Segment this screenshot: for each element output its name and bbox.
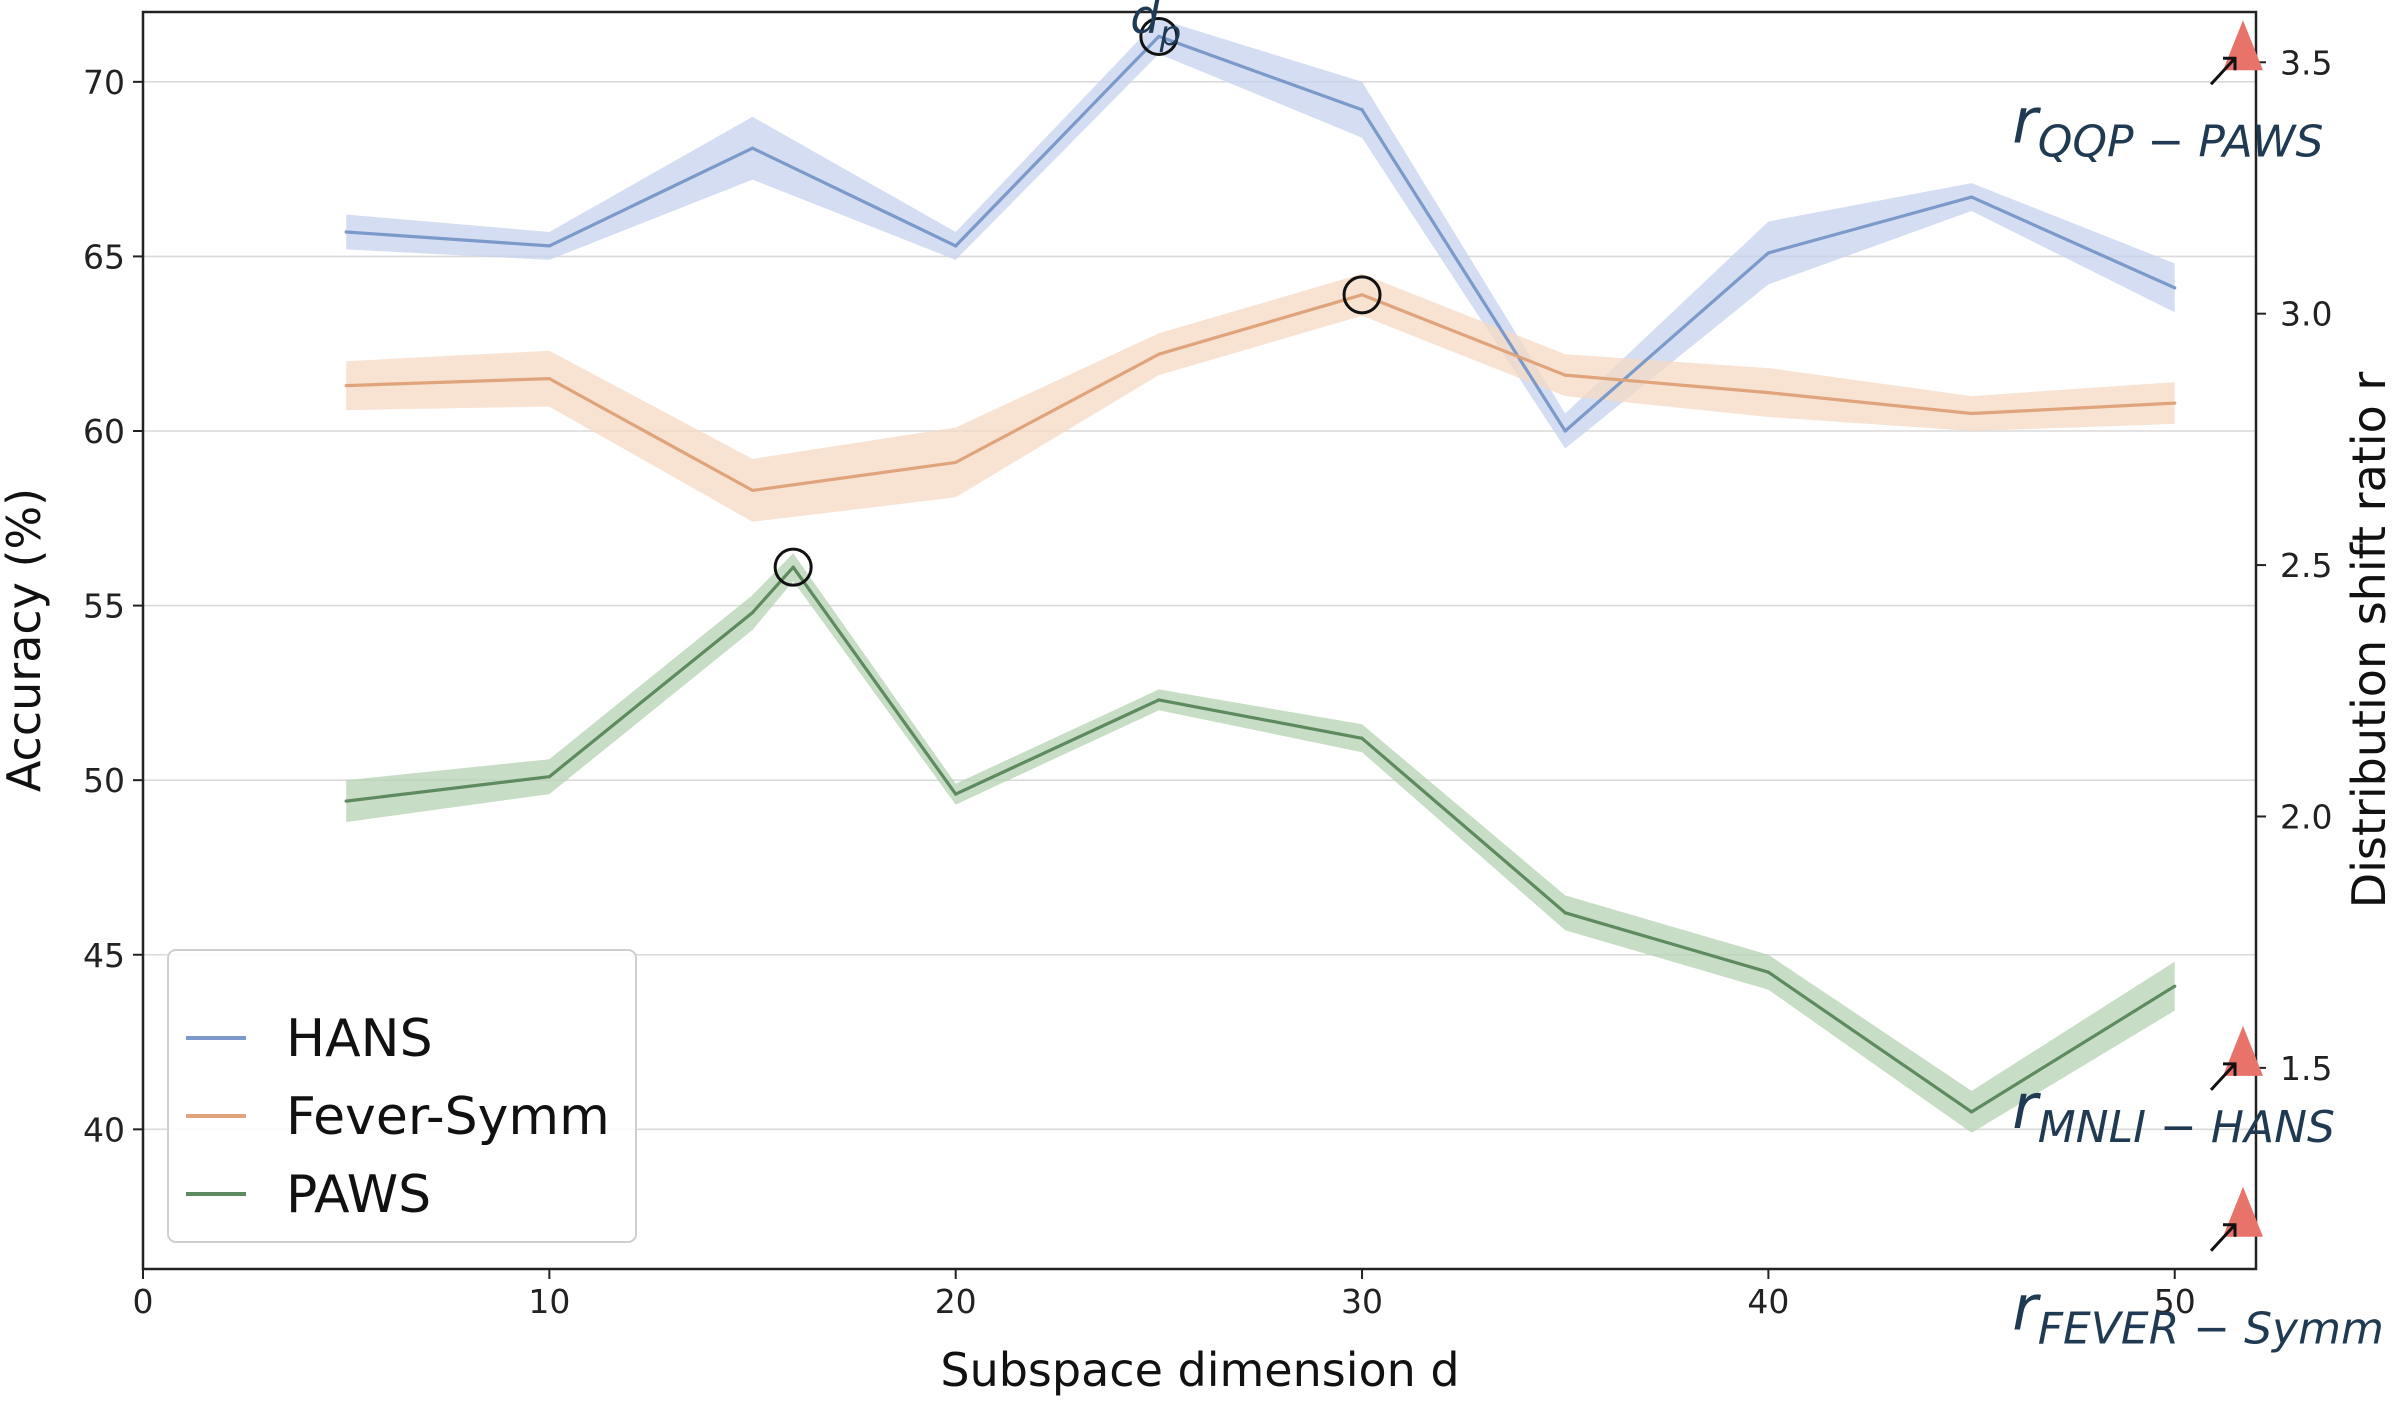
x-tick-label-40: 40 (1747, 1282, 1789, 1321)
point-paws-10 (547, 775, 551, 779)
point-fever-symm-45 (1969, 411, 1974, 416)
annotation-subscript-3: FEVER − Symm (2038, 1303, 2384, 1354)
annotation-main-2: r (2012, 1070, 2041, 1143)
point-fever-symm-25 (1157, 352, 1161, 356)
x-axis-title: Subspace dimension d (940, 1343, 1459, 1397)
y-tick-label-70: 70 (83, 63, 125, 102)
x-tick-label-30: 30 (1341, 1282, 1383, 1321)
circled-point-fever-symm (1342, 275, 1382, 315)
point-hans-45 (1969, 195, 1974, 199)
x-tick-label-20: 20 (935, 1282, 977, 1321)
ratio-markers (2209, 20, 2263, 1252)
legend-label-fever-symm: Fever-Symm (286, 1087, 610, 1147)
point-fever-symm-15 (750, 488, 755, 492)
y2-tick-label-3.5: 3.5 (2280, 43, 2332, 82)
point-paws-15 (750, 610, 755, 615)
y-tick-label-45: 45 (83, 936, 125, 975)
point-hans-10 (547, 244, 551, 248)
point-hans-5 (344, 230, 348, 234)
y-tick-label-60: 60 (83, 412, 125, 451)
point-paws-25 (1157, 698, 1161, 702)
y2-tick-label-2: 2.0 (2280, 797, 2332, 836)
x-axis-ticks: 0 10 20 30 40 50 (133, 1269, 2196, 1321)
point-paws-40 (1766, 970, 1770, 974)
point-hans-20 (954, 244, 958, 248)
point-paws-5 (344, 799, 348, 803)
band-hans (346, 19, 2175, 449)
annotation-subscript-1: QQP − PAWS (2038, 117, 2324, 168)
point-hans-50 (2173, 286, 2177, 290)
point-paws-30 (1360, 736, 1364, 740)
legend-box (167, 949, 637, 1243)
annotation-main-1: r (2012, 85, 2041, 158)
band-fever-symm (346, 273, 2175, 522)
y2-axis-ticks: 1.5 2.0 2.5 3.0 3.5 (2256, 43, 2332, 1088)
annotation-2: rMNLI − HANS (2012, 1070, 2335, 1153)
point-fever-symm-35 (1563, 373, 1567, 377)
y-tick-label-65: 65 (83, 237, 125, 276)
annotation-1: rQQP − PAWS (2012, 85, 2323, 168)
ratio-arrowhead-mnli-hans (2223, 1062, 2237, 1076)
annotation-main-3: r (2012, 1271, 2041, 1344)
confidence-bands (346, 19, 2175, 1133)
x-tick-label-50: 50 (2154, 1282, 2196, 1321)
plot-frame (141, 10, 2258, 1271)
point-paws-20 (954, 792, 958, 796)
legend: HANS Fever-Symm PAWS (167, 949, 637, 1243)
point-paws-45 (1969, 1110, 1974, 1114)
annotation-subscript-2: MNLI − HANS (2038, 1102, 2335, 1153)
point-paws-50 (2173, 984, 2177, 988)
y-tick-label-50: 50 (83, 761, 125, 800)
x-tick-label-0: 0 (133, 1282, 154, 1321)
point-fever-symm-40 (1766, 390, 1770, 395)
point-hans-30 (1360, 108, 1364, 112)
y2-tick-label-2.5: 2.5 (2280, 546, 2332, 585)
ratio-arrowhead-qqp-paws (2223, 56, 2237, 71)
y-tick-label-55: 55 (83, 587, 125, 626)
point-fever-symm-10 (547, 377, 551, 381)
annotation-main-0: d (1130, 0, 1160, 44)
point-paws-35 (1563, 911, 1567, 915)
ratio-arrowhead-fever-symm (2223, 1223, 2237, 1237)
point-paws-16 (791, 565, 795, 569)
y-axis-title: Accuracy (%) (0, 488, 51, 792)
y2-tick-label-1.5: 1.5 (2280, 1049, 2332, 1088)
y-axis-ticks: 40 45 50 55 60 65 70 (83, 63, 143, 1149)
circled-points (773, 16, 1382, 587)
point-fever-symm-20 (954, 460, 958, 465)
point-hans-40 (1766, 251, 1770, 255)
point-hans-15 (750, 146, 755, 150)
ratio-arrow-qqp-paws (2209, 57, 2237, 86)
legend-label-paws: PAWS (286, 1165, 431, 1225)
series-lines (344, 34, 2177, 1114)
point-hans-35 (1563, 429, 1567, 433)
annotation-3: rFEVER − Symm (2012, 1271, 2384, 1354)
y2-tick-label-3: 3.0 (2280, 295, 2332, 334)
ratio-arrow-mnli-hans (2209, 1062, 2237, 1091)
point-fever-symm-30 (1360, 293, 1364, 297)
point-fever-symm-50 (2173, 401, 2177, 405)
y2-axis-title: Distribution shift ratio r (2342, 372, 2396, 909)
legend-label-hans: HANS (286, 1009, 433, 1069)
y-tick-label-40: 40 (83, 1110, 125, 1149)
circled-point-paws (773, 547, 813, 587)
ratio-arrow-fever-symm (2209, 1223, 2237, 1252)
line-fever-symm (346, 293, 2175, 492)
line-hans (346, 34, 2176, 433)
point-fever-symm-5 (344, 384, 348, 388)
annotation-subscript-0: p (1159, 14, 1182, 54)
circled-point-hans (1139, 16, 1179, 56)
x-tick-label-10: 10 (528, 1282, 570, 1321)
annotation-0: dp (1130, 0, 1181, 54)
point-hans-25 (1157, 34, 1161, 39)
